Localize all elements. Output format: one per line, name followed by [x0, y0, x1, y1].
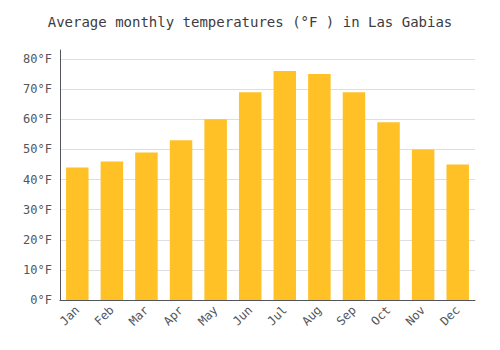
svg-text:20°F: 20°F [23, 233, 52, 247]
svg-text:Feb: Feb [92, 303, 117, 328]
svg-text:Jan: Jan [57, 303, 82, 328]
svg-text:Apr: Apr [161, 303, 186, 328]
svg-text:Jul: Jul [265, 303, 290, 328]
svg-text:May: May [195, 303, 220, 328]
svg-text:Jun: Jun [230, 303, 255, 328]
svg-text:40°F: 40°F [23, 173, 52, 187]
svg-text:80°F: 80°F [23, 52, 52, 66]
svg-text:Dec: Dec [437, 303, 462, 328]
svg-text:10°F: 10°F [23, 263, 52, 277]
svg-text:Nov: Nov [403, 303, 428, 328]
svg-text:60°F: 60°F [23, 112, 52, 126]
svg-text:Aug: Aug [299, 303, 324, 328]
svg-text:Oct: Oct [368, 303, 393, 328]
svg-text:Sep: Sep [334, 303, 359, 328]
svg-text:50°F: 50°F [23, 142, 52, 156]
svg-text:Mar: Mar [126, 303, 151, 328]
svg-text:70°F: 70°F [23, 82, 52, 96]
svg-text:30°F: 30°F [23, 203, 52, 217]
svg-text:Average monthly temperatures (: Average monthly temperatures (°F ) in La… [48, 14, 453, 30]
svg-text:0°F: 0°F [30, 293, 52, 307]
